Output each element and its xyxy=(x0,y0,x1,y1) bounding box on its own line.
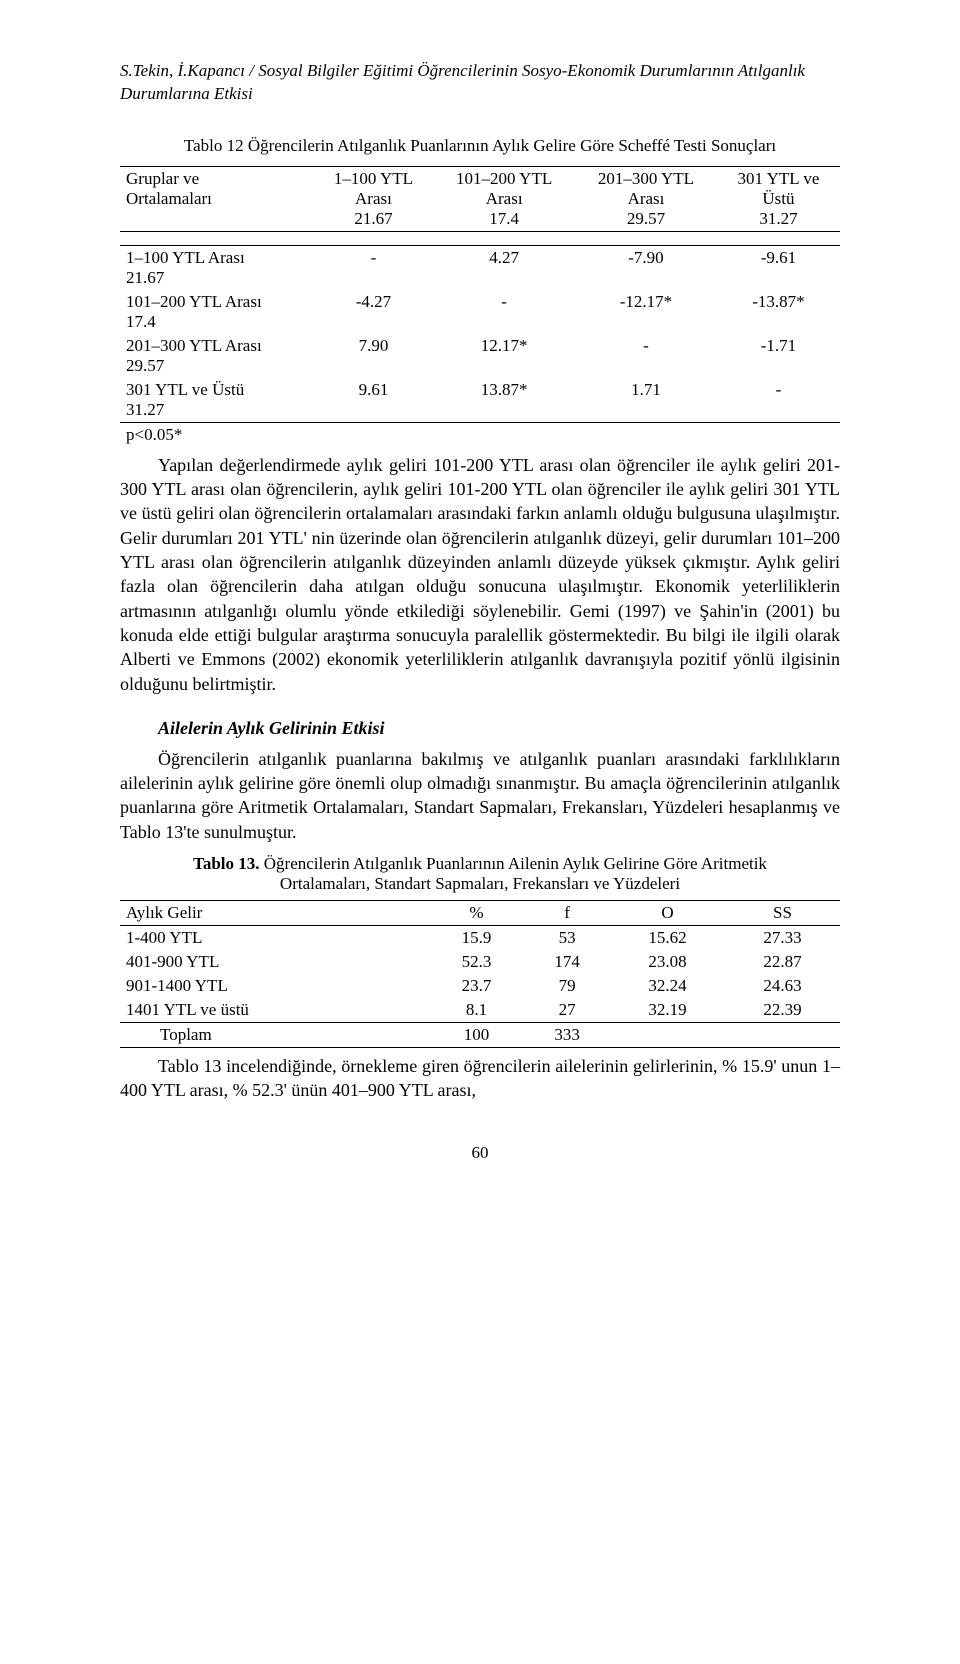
t13-total-c4 xyxy=(725,1023,840,1048)
t13-total-c2: 333 xyxy=(524,1023,610,1048)
table-row: 1-400 YTL 15.9 53 15.62 27.33 xyxy=(120,926,840,951)
t13-r2-c3: 32.24 xyxy=(610,974,725,998)
t13-r2-c1: 23.7 xyxy=(429,974,525,998)
t12-r1-la: 101–200 YTL Arası xyxy=(126,292,308,312)
t12-r2-v4: -1.71 xyxy=(717,334,840,378)
t12-r1-v2: - xyxy=(433,290,575,334)
t12-r2-v1: 7.90 xyxy=(314,334,434,378)
t13-r0-c2: 53 xyxy=(524,926,610,951)
t13-total-c3 xyxy=(610,1023,725,1048)
table-row: 101–200 YTL Arası 17.4 -4.27 - -12.17* -… xyxy=(120,290,840,334)
t13-total-c0: Toplam xyxy=(120,1023,429,1048)
t13-r1-c1: 52.3 xyxy=(429,950,525,974)
table-row: 301 YTL ve Üstü 31.27 9.61 13.87* 1.71 - xyxy=(120,378,840,423)
t12-h-c2b: Arası xyxy=(439,189,569,209)
t13-r3-c1: 8.1 xyxy=(429,998,525,1023)
section-heading-families-income: Ailelerin Aylık Gelirinin Etkisi xyxy=(158,718,840,739)
para3-text: Tablo 13 incelendiğinde, örnekleme giren… xyxy=(120,1054,840,1103)
t12-r2-la: 201–300 YTL Arası xyxy=(126,336,308,356)
paragraph-1: Yapılan değerlendirmede aylık geliri 101… xyxy=(120,453,840,696)
table-row: 201–300 YTL Arası 29.57 7.90 12.17* - -1… xyxy=(120,334,840,378)
t13-h2: f xyxy=(524,901,610,926)
t12-r2-lb: 29.57 xyxy=(126,356,308,376)
table-row: 1–100 YTL Arası 21.67 - 4.27 -7.90 -9.61 xyxy=(120,245,840,290)
t12-r1-v1: -4.27 xyxy=(314,290,434,334)
t13-r0-c1: 15.9 xyxy=(429,926,525,951)
t13-r3-c4: 22.39 xyxy=(725,998,840,1023)
t12-h-c4c: 31.27 xyxy=(723,209,834,229)
t13-r0-c4: 27.33 xyxy=(725,926,840,951)
t12-r1-v4: -13.87* xyxy=(717,290,840,334)
t12-r0-v2: 4.27 xyxy=(433,245,575,290)
t12-h-c4b: Üstü xyxy=(723,189,834,209)
t12-h-c1a: 1–100 YTL xyxy=(320,169,428,189)
t13-r1-c0: 401-900 YTL xyxy=(120,950,429,974)
running-header: S.Tekin, İ.Kapancı / Sosyal Bilgiler Eği… xyxy=(120,60,840,106)
t13-r0-c3: 15.62 xyxy=(610,926,725,951)
table-row: 901-1400 YTL 23.7 79 32.24 24.63 xyxy=(120,974,840,998)
t12-r3-v1: 9.61 xyxy=(314,378,434,423)
table12-title: Tablo 12 Öğrencilerin Atılganlık Puanlar… xyxy=(120,136,840,156)
t13-title-bold: Tablo 13. xyxy=(193,854,259,873)
t12-r3-la: 301 YTL ve Üstü xyxy=(126,380,308,400)
para2-text: Öğrencilerin atılganlık puanlarına bakıl… xyxy=(120,747,840,844)
t13-r0-c0: 1-400 YTL xyxy=(120,926,429,951)
paragraph-2: Öğrencilerin atılganlık puanlarına bakıl… xyxy=(120,747,840,844)
t12-r3-lb: 31.27 xyxy=(126,400,308,420)
t13-r1-c4: 22.87 xyxy=(725,950,840,974)
table13-title: Tablo 13. Öğrencilerin Atılganlık Puanla… xyxy=(120,854,840,894)
t13-title-rest2: Ortalamaları, Standart Sapmaları, Frekan… xyxy=(280,874,680,893)
t12-r3-v2: 13.87* xyxy=(433,378,575,423)
table12: Gruplar ve Ortalamaları 1–100 YTL Arası … xyxy=(120,166,840,447)
t12-h-c2a: 101–200 YTL xyxy=(439,169,569,189)
t12-note: p<0.05* xyxy=(120,422,314,447)
t13-h3: O xyxy=(610,901,725,926)
t13-r1-c3: 23.08 xyxy=(610,950,725,974)
t12-r0-v1: - xyxy=(314,245,434,290)
t12-r3-v3: 1.71 xyxy=(575,378,717,423)
t12-h-c3c: 29.57 xyxy=(581,209,711,229)
t12-r0-la: 1–100 YTL Arası xyxy=(126,248,308,268)
t12-h-c2c: 17.4 xyxy=(439,209,569,229)
t12-r1-v3: -12.17* xyxy=(575,290,717,334)
t12-r0-lb: 21.67 xyxy=(126,268,308,288)
table13: Aylık Gelir % f O SS 1-400 YTL 15.9 53 1… xyxy=(120,900,840,1048)
t13-r1-c2: 174 xyxy=(524,950,610,974)
t13-h1: % xyxy=(429,901,525,926)
para1-text: Yapılan değerlendirmede aylık geliri 101… xyxy=(120,453,840,696)
t12-h-c0a: Gruplar ve xyxy=(126,169,308,189)
t13-r2-c0: 901-1400 YTL xyxy=(120,974,429,998)
t12-r0-v4: -9.61 xyxy=(717,245,840,290)
t12-r2-v3: - xyxy=(575,334,717,378)
t12-r1-lb: 17.4 xyxy=(126,312,308,332)
table-row-total: Toplam 100 333 xyxy=(120,1023,840,1048)
t12-h-c3a: 201–300 YTL xyxy=(581,169,711,189)
t13-h0: Aylık Gelir xyxy=(120,901,429,926)
paragraph-3: Tablo 13 incelendiğinde, örnekleme giren… xyxy=(120,1054,840,1103)
page-number: 60 xyxy=(120,1143,840,1163)
t12-h-c1c: 21.67 xyxy=(320,209,428,229)
t12-r2-v2: 12.17* xyxy=(433,334,575,378)
t12-h-c4a: 301 YTL ve xyxy=(723,169,834,189)
t13-r3-c0: 1401 YTL ve üstü xyxy=(120,998,429,1023)
t13-total-c1: 100 xyxy=(429,1023,525,1048)
t13-r3-c2: 27 xyxy=(524,998,610,1023)
t12-h-c1b: Arası xyxy=(320,189,428,209)
t13-r2-c2: 79 xyxy=(524,974,610,998)
t13-r2-c4: 24.63 xyxy=(725,974,840,998)
t12-r3-v4: - xyxy=(717,378,840,423)
t12-h-c0b: Ortalamaları xyxy=(126,189,308,209)
table-row: 1401 YTL ve üstü 8.1 27 32.19 22.39 xyxy=(120,998,840,1023)
t13-title-rest1: Öğrencilerin Atılganlık Puanlarının Aile… xyxy=(260,854,767,873)
table-row: 401-900 YTL 52.3 174 23.08 22.87 xyxy=(120,950,840,974)
t13-h4: SS xyxy=(725,901,840,926)
t13-r3-c3: 32.19 xyxy=(610,998,725,1023)
t12-r0-v3: -7.90 xyxy=(575,245,717,290)
t12-h-c3b: Arası xyxy=(581,189,711,209)
